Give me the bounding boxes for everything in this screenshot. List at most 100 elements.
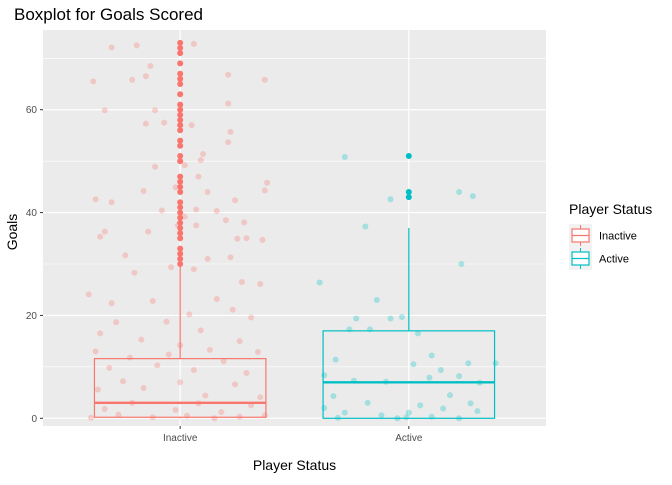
- jitter-point: [200, 150, 207, 157]
- jitter-point: [204, 189, 211, 195]
- jitter-point: [120, 378, 127, 385]
- jitter-point: [456, 189, 463, 195]
- outlier-point: [177, 142, 184, 149]
- jitter-point: [341, 154, 348, 161]
- jitter-point: [129, 76, 136, 83]
- jitter-point: [172, 407, 179, 414]
- jitter-point: [248, 402, 255, 409]
- jitter-point: [227, 254, 234, 261]
- jitter-point: [332, 356, 339, 363]
- jitter-point: [193, 206, 200, 213]
- jitter-point: [366, 326, 373, 333]
- outlier-point: [405, 153, 412, 159]
- outlier-point: [177, 230, 184, 237]
- jitter-point: [195, 173, 202, 180]
- jitter-point: [220, 358, 227, 365]
- jitter-point: [243, 235, 250, 242]
- jitter-point: [261, 187, 268, 194]
- plot-panel: [43, 30, 546, 426]
- y-tick-label: 0: [31, 414, 37, 425]
- jitter-point: [330, 393, 337, 400]
- jitter-point: [264, 179, 271, 186]
- jitter-point: [161, 119, 168, 126]
- jitter-point: [202, 392, 209, 399]
- jitter-point: [428, 413, 435, 420]
- jitter-point: [181, 162, 188, 169]
- jitter-point: [232, 197, 239, 204]
- jitter-point: [122, 252, 129, 259]
- x-tick-label: Inactive: [163, 433, 198, 444]
- jitter-point: [152, 107, 159, 114]
- jitter-point: [108, 44, 115, 51]
- jitter-point: [394, 415, 401, 422]
- x-axis-title: Player Status: [253, 457, 336, 473]
- outlier-point: [177, 235, 184, 242]
- jitter-point: [204, 255, 211, 262]
- jitter-point: [257, 394, 264, 401]
- jitter-point: [92, 348, 99, 355]
- jitter-point: [190, 366, 197, 373]
- outlier-point: [177, 50, 184, 57]
- box-iqr: [322, 330, 496, 419]
- jitter-point: [241, 219, 248, 226]
- y-axis-title: Goals: [4, 214, 20, 251]
- outlier-point: [405, 189, 412, 195]
- jitter-point: [405, 409, 412, 416]
- jitter-point: [85, 291, 92, 298]
- outlier-point: [177, 158, 184, 165]
- chart-title: Boxplot for Goals Scored: [14, 5, 203, 24]
- jitter-point: [177, 342, 184, 349]
- jitter-point: [97, 330, 104, 337]
- jitter-point: [225, 139, 232, 146]
- outlier-point: [177, 199, 184, 206]
- jitter-point: [147, 63, 154, 69]
- jitter-point: [142, 73, 149, 80]
- jitter-point: [353, 315, 360, 322]
- axes: 0 20 40 60 Inactive Active: [26, 105, 423, 444]
- outlier-point: [177, 204, 184, 211]
- outlier-point: [177, 127, 184, 134]
- outlier-point: [177, 209, 184, 216]
- jitter-point: [387, 196, 394, 203]
- legend: Player Status Inactive Active: [569, 201, 652, 270]
- jitter-point: [398, 313, 405, 320]
- outlier-point: [177, 261, 184, 267]
- outlier-point: [405, 194, 412, 201]
- jitter-point: [248, 314, 255, 321]
- jitter-point: [168, 264, 175, 271]
- jitter-point: [218, 409, 225, 416]
- jitter-point: [243, 370, 250, 377]
- outlier-point: [177, 91, 184, 98]
- grid-lines: [43, 30, 546, 426]
- outlier-point: [177, 214, 184, 221]
- jitter-point: [133, 42, 140, 49]
- outlier-point: [177, 219, 184, 226]
- jitter-point: [346, 326, 353, 333]
- jitter-point: [131, 269, 138, 276]
- legend-entry-label: Active: [599, 254, 629, 266]
- jitter-point: [158, 207, 165, 214]
- outlier-point: [177, 183, 184, 190]
- jitter-point: [334, 414, 341, 421]
- jitter-point: [213, 295, 220, 302]
- y-tick-label: 40: [26, 208, 38, 219]
- outlier-point: [177, 45, 184, 51]
- box-iqr: [93, 358, 267, 418]
- jitter-point: [234, 235, 241, 242]
- jitter-point: [467, 400, 474, 407]
- jitter-point: [229, 306, 236, 313]
- y-tick-label: 60: [26, 105, 38, 116]
- outlier-point: [177, 189, 184, 195]
- jitter-point: [177, 379, 184, 386]
- jitter-point: [476, 379, 483, 386]
- jitter-point: [211, 415, 218, 422]
- boxes: [93, 228, 496, 419]
- jitter-point: [197, 327, 204, 334]
- jitter-point: [101, 228, 108, 235]
- jitter-point: [149, 414, 156, 421]
- outlier-point: [177, 225, 184, 231]
- jitter-point: [222, 217, 229, 224]
- jitter-point: [417, 402, 424, 409]
- legend-title: Player Status: [569, 201, 652, 217]
